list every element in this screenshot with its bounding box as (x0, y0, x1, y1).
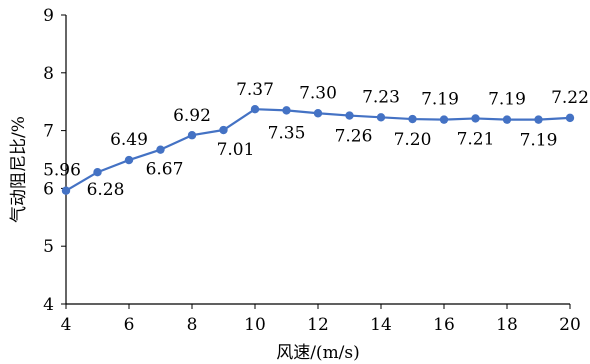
data-point (156, 145, 165, 154)
data-label: 7.21 (457, 129, 495, 149)
data-label: 7.20 (394, 130, 432, 150)
data-label: 5.96 (43, 161, 81, 181)
y-tick-label: 7 (43, 122, 54, 142)
data-label: 6.49 (110, 130, 148, 150)
data-point (282, 106, 291, 115)
data-point (219, 125, 228, 135)
y-tick-label: 4 (43, 295, 54, 315)
data-point (534, 115, 543, 124)
x-tick-label: 20 (559, 315, 581, 335)
y-tick-label: 8 (43, 64, 54, 84)
x-tick-label: 6 (124, 315, 135, 335)
x-tick-label: 4 (61, 315, 72, 335)
data-point (408, 114, 417, 124)
series-layer (61, 105, 575, 195)
data-label: 7.35 (268, 123, 306, 143)
x-axis-title: 风速/(m/s) (276, 343, 360, 363)
x-tick-label: 10 (244, 315, 266, 335)
data-point (345, 111, 354, 120)
data-label: 7.19 (421, 90, 459, 110)
data-label: 7.23 (362, 87, 400, 107)
data-label: 6.28 (87, 180, 125, 200)
y-axis-title: 气动阻尼比/% (9, 116, 29, 223)
data-point (471, 114, 480, 123)
x-tick-label: 18 (496, 315, 518, 335)
data-point (565, 113, 575, 123)
y-tick-label: 9 (43, 6, 54, 26)
data-label: 7.19 (488, 90, 526, 110)
data-label: 7.22 (551, 88, 589, 108)
axes: 4 5 6 7 8 9 4 6 8 10 12 14 16 18 20 (43, 6, 581, 335)
y-tick-label: 5 (43, 237, 54, 257)
data-point (61, 186, 71, 195)
x-tick-label: 16 (433, 315, 455, 335)
data-label: 7.19 (520, 131, 558, 151)
data-point (187, 131, 197, 140)
data-label: 7.37 (236, 80, 274, 100)
data-point (93, 168, 102, 177)
data-label: 7.01 (217, 140, 255, 160)
data-label: 6.67 (146, 160, 184, 180)
data-point (124, 155, 134, 165)
data-point (376, 113, 386, 122)
x-tick-label: 8 (187, 315, 198, 335)
data-label: 7.26 (335, 127, 373, 147)
y-tick-label: 6 (43, 179, 54, 199)
data-label: 7.30 (299, 83, 337, 103)
x-tick-label: 12 (307, 315, 329, 335)
data-point (250, 105, 260, 114)
data-point (502, 115, 512, 124)
data-point (313, 109, 323, 118)
data-point (439, 115, 449, 124)
data-label: 6.92 (173, 106, 211, 126)
x-tick-label: 14 (370, 315, 392, 335)
data-labels: 5.96 6.28 6.49 6.67 6.92 7.01 7.37 7.35 7.30 7.26… (43, 80, 589, 200)
